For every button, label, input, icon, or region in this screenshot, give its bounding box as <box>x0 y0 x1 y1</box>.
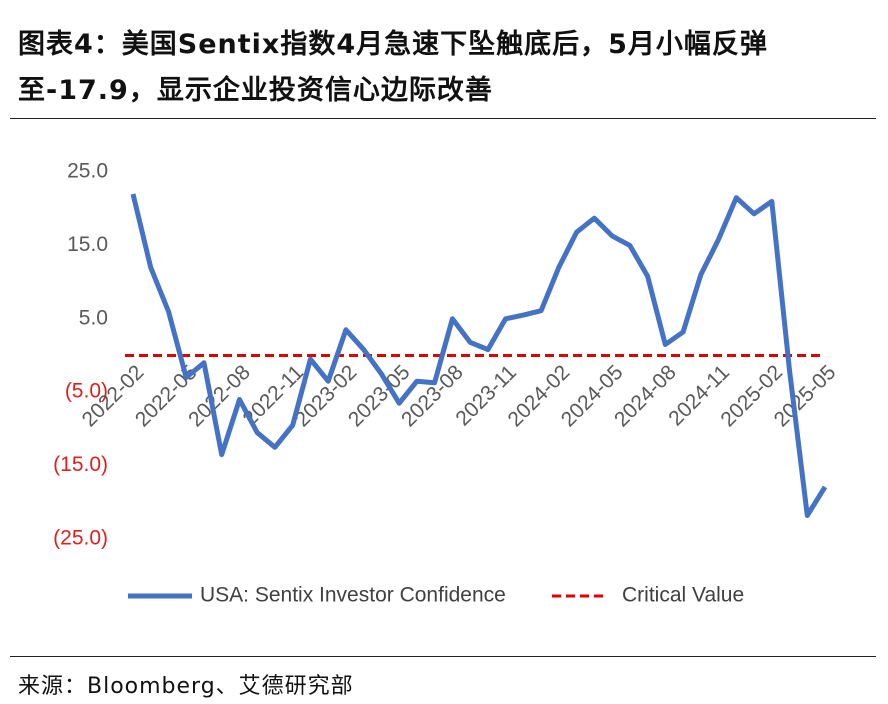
data-line <box>130 193 828 518</box>
y-tick-label: 25.0 <box>67 160 108 183</box>
y-tick-label: 5.0 <box>79 306 108 329</box>
y-tick-label: (5.0) <box>65 380 108 403</box>
y-tick-label: 15.0 <box>67 233 108 256</box>
legend-label: USA: Sentix Investor Confidence <box>200 584 506 607</box>
title-rule <box>10 118 876 119</box>
y-tick-label: (15.0) <box>53 453 108 476</box>
chart-title: 图表4：美国Sentix指数4月急速下坠触底后，5月小幅反弹至-17.9，显示企… <box>18 29 768 106</box>
legend-label: Critical Value <box>622 584 744 607</box>
source: 来源：Bloomberg、艾德研究部 <box>18 674 354 699</box>
source-rule <box>10 656 876 657</box>
y-tick-label: (25.0) <box>53 527 108 550</box>
